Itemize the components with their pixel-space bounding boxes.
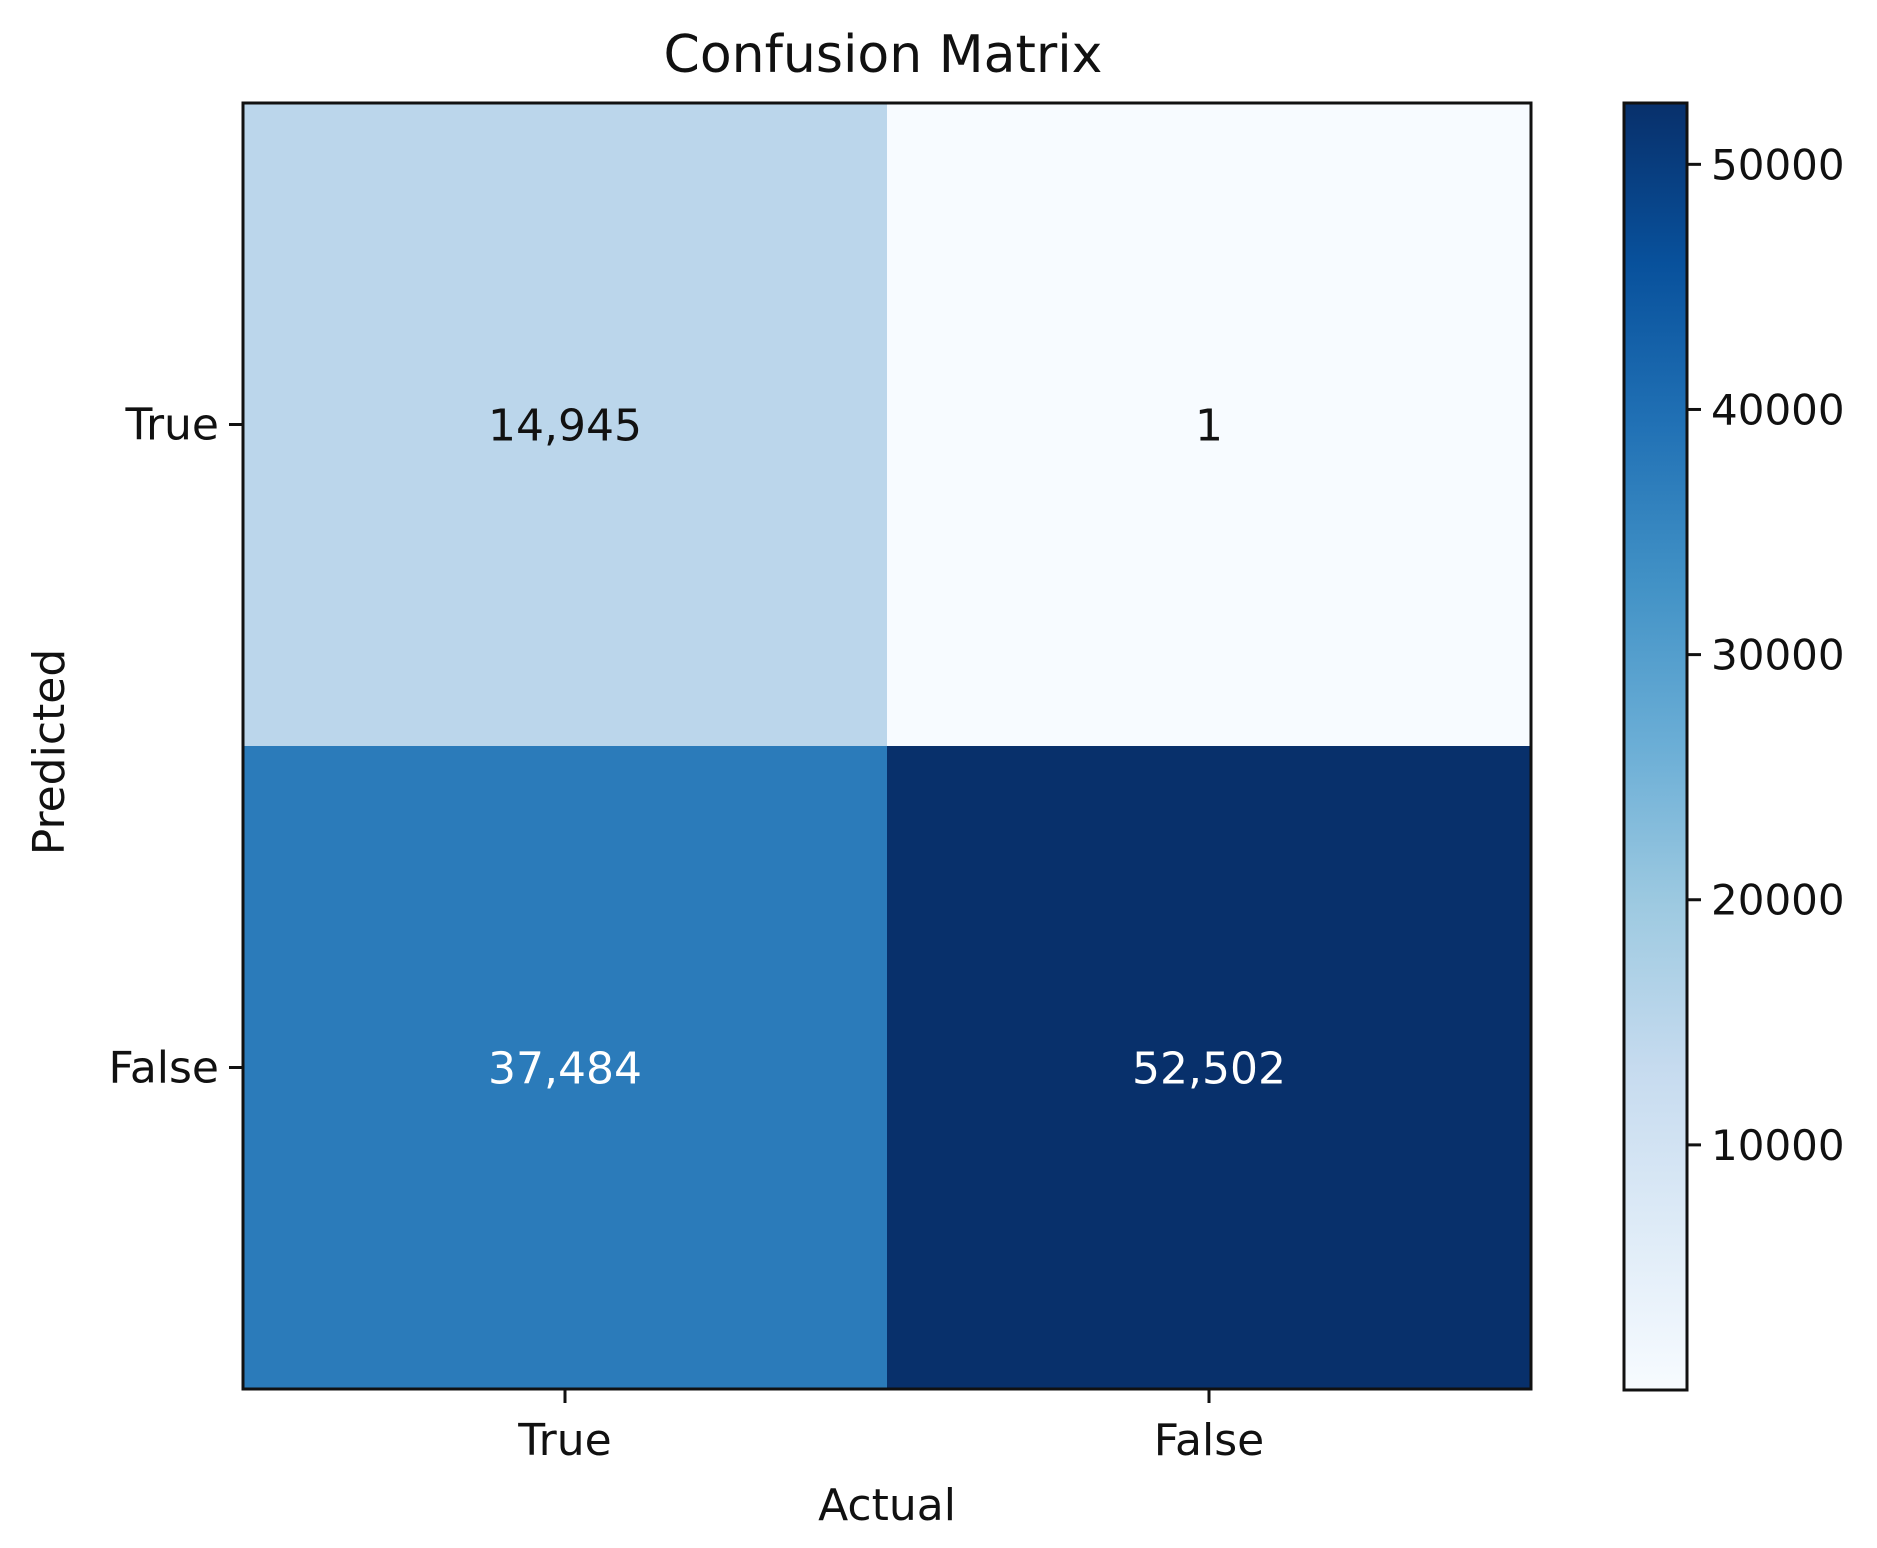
x-tick-label: False bbox=[1154, 1415, 1264, 1466]
y-axis: True False bbox=[109, 400, 243, 1094]
cell-value-label: 37,484 bbox=[488, 1044, 642, 1095]
y-tick-label: False bbox=[109, 1043, 219, 1094]
cell-value-label: 52,502 bbox=[1132, 1044, 1286, 1095]
cell-value-labels: 14,945 1 37,484 52,502 bbox=[488, 401, 1286, 1095]
colorbar-tick-label: 30000 bbox=[1711, 631, 1845, 680]
heatmap-frame bbox=[241, 101, 1533, 1391]
heatmap-cell bbox=[243, 746, 888, 1390]
heatmap-cells bbox=[243, 103, 1532, 1390]
chart-title: Confusion Matrix bbox=[664, 25, 1103, 85]
x-axis-label: Actual bbox=[818, 1480, 956, 1531]
heatmap-cell bbox=[243, 103, 888, 747]
colorbar-ticks: 10000 20000 30000 40000 50000 bbox=[1687, 140, 1845, 1170]
heatmap-cell bbox=[887, 746, 1532, 1390]
colorbar-tick-label: 20000 bbox=[1711, 876, 1845, 925]
colorbar-tick-label: 50000 bbox=[1711, 140, 1845, 189]
x-axis: True False bbox=[517, 1389, 1264, 1466]
colorbar: 10000 20000 30000 40000 50000 bbox=[1622, 101, 1845, 1392]
y-axis-label: Predicted bbox=[24, 649, 75, 856]
y-tick-label: True bbox=[125, 400, 219, 451]
cell-value-label: 1 bbox=[1195, 401, 1223, 452]
colorbar-tick-label: 40000 bbox=[1711, 385, 1845, 434]
heatmap-cell bbox=[887, 103, 1532, 747]
colorbar-gradient bbox=[1622, 101, 1689, 1392]
x-tick-label: True bbox=[517, 1415, 611, 1466]
cell-value-label: 14,945 bbox=[488, 401, 642, 452]
colorbar-tick-label: 10000 bbox=[1711, 1121, 1845, 1170]
